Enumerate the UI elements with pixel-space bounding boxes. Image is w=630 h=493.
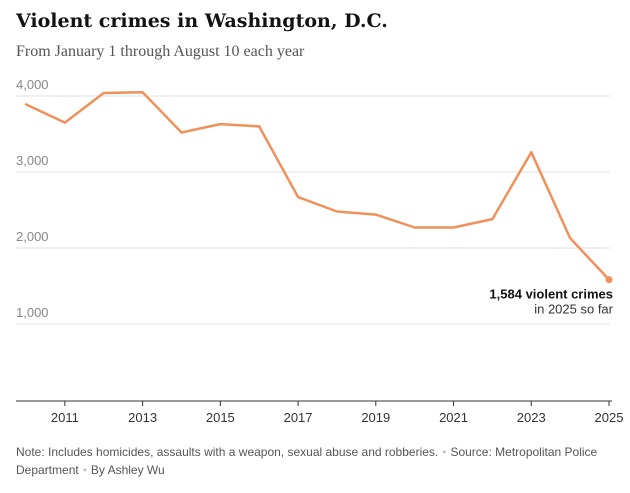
note-text: Note: Includes homicides, assaults with … xyxy=(16,445,439,459)
y-tick-label: 4,000 xyxy=(16,77,49,92)
endpoint-marker xyxy=(605,276,613,284)
x-tick-label: 2013 xyxy=(128,410,157,425)
y-tick-label: 1,000 xyxy=(16,305,49,320)
separator-dot: • xyxy=(82,463,87,477)
line-chart: 1,000 2,000 3,000 4,000 2011 2013 2015 2017 2019… xyxy=(16,77,624,425)
byline: By Ashley Wu xyxy=(90,463,165,477)
annotation-value: 1,584 violent crimes xyxy=(489,287,613,302)
x-tick-label: 2021 xyxy=(439,410,468,425)
source-text: Source: Metropolitan Police Department xyxy=(16,445,598,477)
x-tick-label: 2017 xyxy=(284,410,313,425)
footnote: Note: Includes homicides, assaults with … xyxy=(16,443,616,479)
x-tick-label: 2023 xyxy=(517,410,546,425)
annotation-subtext: in 2025 so far xyxy=(534,302,613,317)
x-tick-label: 2019 xyxy=(361,410,390,425)
chart-title: Violent crimes in Washington, D.C. xyxy=(16,10,388,32)
y-tick-label: 3,000 xyxy=(16,153,49,168)
x-tick-label: 2025 xyxy=(595,410,624,425)
y-tick-label: 2,000 xyxy=(16,229,49,244)
x-tick-label: 2011 xyxy=(51,410,79,425)
separator-dot: • xyxy=(442,445,447,459)
x-tick-label: 2015 xyxy=(206,410,235,425)
series-line xyxy=(24,90,611,281)
chart-subtitle: From January 1 through August 10 each ye… xyxy=(16,43,305,60)
